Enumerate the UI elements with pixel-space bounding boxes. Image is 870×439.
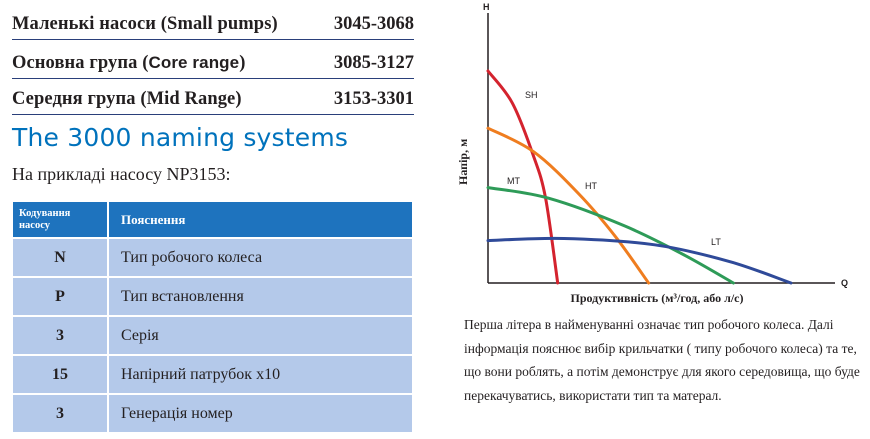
range-row-small: Маленькі насоси (Small pumps) 3045-3068 <box>12 10 414 40</box>
range-number: 3045-3068 <box>333 14 414 34</box>
series-label-sh: SH <box>525 90 538 100</box>
description-cell: Серія <box>108 316 413 355</box>
table-row: 3 Серія <box>12 316 413 355</box>
divider <box>12 39 414 40</box>
header-code: Кодування насосу <box>12 201 108 238</box>
range-name: Основна група (Core range) <box>12 53 246 73</box>
code-cell: N <box>12 238 108 277</box>
code-cell: 3 <box>12 316 108 355</box>
x-axis-letter: Q <box>841 278 848 288</box>
range-number: 3153-3301 <box>333 89 414 109</box>
series-line-sh <box>486 69 560 285</box>
series-label-lt: LT <box>711 237 721 247</box>
table-row: P Тип встановлення <box>12 277 413 316</box>
code-cell: P <box>12 277 108 316</box>
range-number: 3085-3127 <box>333 53 414 73</box>
range-name: Маленькі насоси (Small pumps) <box>12 14 278 34</box>
y-axis-letter: H <box>483 2 490 12</box>
description-cell: Напірний патрубок x10 <box>108 355 413 394</box>
divider <box>12 78 414 79</box>
series-line-mt <box>486 186 735 285</box>
description-cell: Тип встановлення <box>108 277 413 316</box>
series-label-mt: MT <box>507 176 520 186</box>
example-text: На прикладі насосу NP3153: <box>12 164 231 184</box>
range-name: Середня група (Mid Range) <box>12 89 242 109</box>
caption-text: Перша літера в найменуванні означає тип … <box>464 317 860 403</box>
range-row-mid: Середня група (Mid Range) 3153-3301 <box>12 85 414 115</box>
pump-curve-chart: H Q Напір, м Продуктивність (м³/год, або… <box>456 2 848 305</box>
table-row: 15 Напірний патрубок x10 <box>12 355 413 394</box>
range-row-core: Основна група (Core range) 3085-3127 <box>12 49 414 79</box>
series-line-lt <box>486 236 793 285</box>
code-cell: 3 <box>12 394 108 433</box>
x-axis-label: Продуктивність (м³/год, або л/с) <box>571 291 744 305</box>
header-description: Пояснення <box>108 201 413 238</box>
series-line-ht <box>486 126 651 285</box>
table-row: N Тип робочого колеса <box>12 238 413 277</box>
table-header-row: Кодування насосу Пояснення <box>12 201 413 238</box>
section-title: The 3000 naming systems <box>12 123 349 152</box>
code-cell: 15 <box>12 355 108 394</box>
divider <box>12 114 414 115</box>
description-cell: Тип робочого колеса <box>108 238 413 277</box>
y-axis-label: Напір, м <box>456 139 470 185</box>
series-layer: SH HT MT LT <box>486 69 793 285</box>
series-label-ht: HT <box>585 181 597 191</box>
naming-table: Кодування насосу Пояснення N Тип робочог… <box>12 201 413 433</box>
description-cell: Генерація номер <box>108 394 413 433</box>
table-row: 3 Генерація номер <box>12 394 413 433</box>
